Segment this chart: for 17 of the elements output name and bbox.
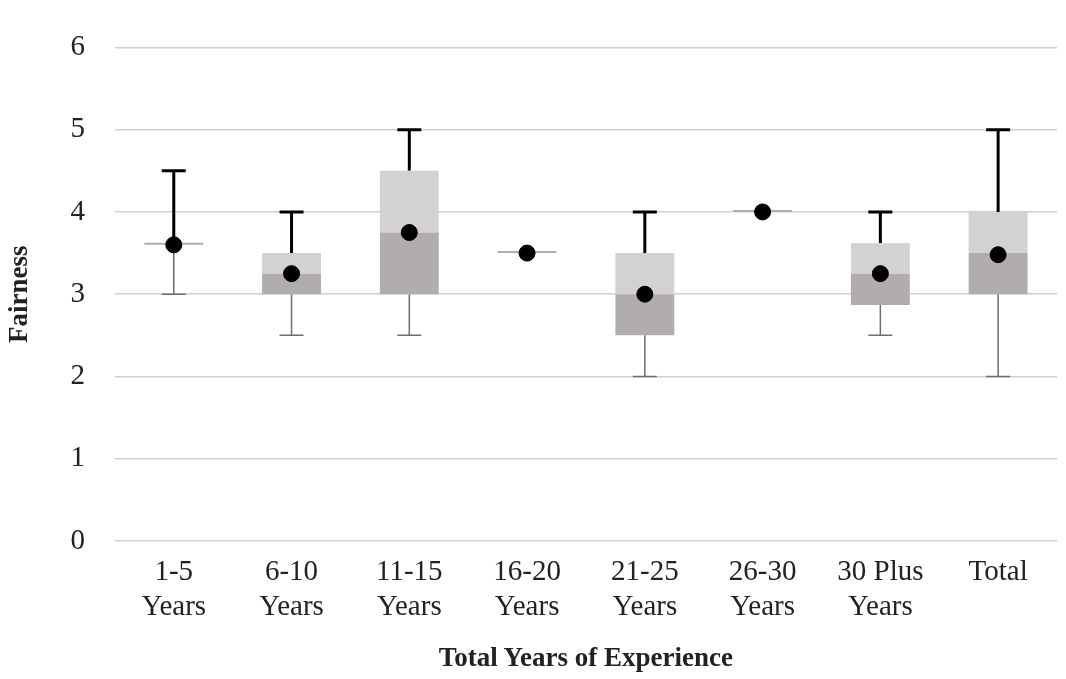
x-tick-label: Total [968, 554, 1028, 587]
y-tick-label: 4 [70, 193, 86, 226]
y-tick-label: 5 [70, 111, 85, 144]
y-tick-label: 2 [70, 358, 85, 391]
x-axis-title: Total Years of Experience [438, 641, 734, 672]
x-tick-label: 16-20 Years [493, 554, 561, 621]
x-tick-label: 21-25 Years [611, 554, 679, 621]
y-axis-title: Fairness [3, 245, 34, 343]
y-tick-label: 6 [70, 29, 85, 62]
x-tick-label: 6-10 Years [259, 554, 324, 621]
x-tick-label: 26-30 Years [728, 554, 797, 621]
x-tick-label: 30 Plus Years [837, 554, 924, 621]
x-tick-label: 11-15 Years [376, 554, 443, 621]
y-tick-label: 1 [70, 440, 85, 473]
y-tick-label: 0 [70, 522, 85, 555]
y-tick-label: 3 [70, 275, 85, 308]
x-tick-label: 1-5 Years [141, 554, 207, 621]
